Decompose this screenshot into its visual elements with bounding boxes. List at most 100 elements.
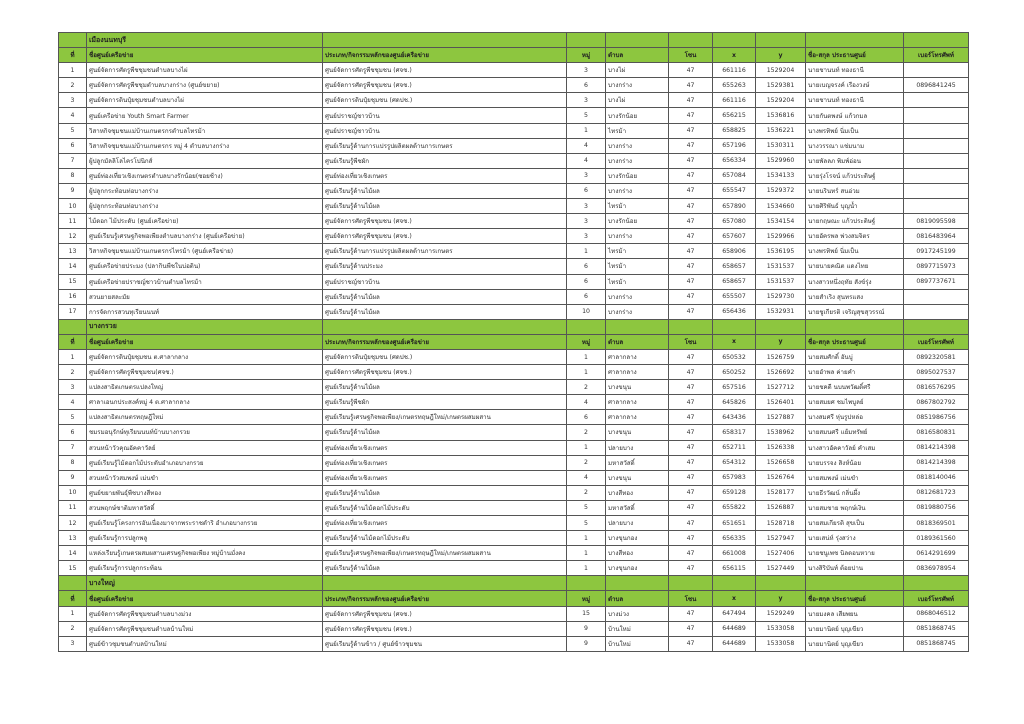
center-type-cell: ศูนย์จัดการศัตรูพืชชุมชน (ศจช.) (322, 213, 567, 230)
phone-cell: 0819880756 (903, 499, 969, 517)
chairperson-cell: นายธีรวัฒน์ กลิ่นผึ้ง (805, 484, 904, 501)
coord-y-cell: 1529960 (755, 152, 806, 169)
phone-cell: 0812681723 (903, 484, 969, 501)
phone-cell: 0897715973 (903, 258, 969, 275)
zone-cell: 47 (668, 530, 713, 547)
coord-y-cell: 1526887 (755, 499, 806, 517)
section-title: บางกรวย (86, 318, 323, 335)
subdistrict-cell: บางขนุน (605, 379, 669, 396)
village-no-cell: 5 (566, 107, 606, 124)
subdistrict-cell: บางกร่าง (605, 228, 669, 245)
empty-cell (566, 31, 606, 49)
zone-cell: 47 (668, 484, 713, 501)
header-row: ที่ ชื่อศูนย์เครือข่าย ประเภท/กิจกรรมหลักข… (58, 590, 969, 607)
chairperson-cell: นายสมพงษ์ เม่นขำ (805, 469, 904, 486)
center-type-cell: ศูนย์เรียนรู้ด้านการแปรรูปผลิตผลด้านการเ… (322, 243, 567, 260)
row-number-cell: 9 (58, 182, 87, 200)
row-number-cell: 1 (58, 605, 87, 622)
coord-y-cell: 1536195 (755, 243, 806, 260)
header-subdistrict: ตำบล (605, 333, 669, 350)
empty-cell (566, 318, 606, 335)
village-no-cell: 2 (566, 484, 606, 501)
phone-cell: 0819095598 (903, 213, 969, 230)
phone-cell (903, 303, 969, 320)
center-type-cell: ศูนย์เรียนรู้ด้านไม้ผล (322, 424, 567, 441)
table-row: 11 สวนพฤกษ์ชาติมหาสวัสดิ์ ศูนย์เรียนรู้ด้า… (58, 499, 969, 517)
header-zone: โซน (668, 590, 713, 607)
phone-cell: 0816483964 (903, 228, 969, 245)
empty-cell (712, 318, 756, 335)
row-number-cell: 12 (58, 228, 87, 245)
coord-x-cell: 647494 (712, 605, 756, 622)
header-row: ที่ ชื่อศูนย์เครือข่าย ประเภท/กิจกรรมหลักข… (58, 47, 969, 64)
coord-x-cell: 652711 (712, 439, 756, 456)
table-row: 7 สวนหน้าวัวคุณอัคคาวัลย์ ศูนย์ท่องเที่ยวเ… (58, 439, 969, 456)
row-number-cell: 6 (58, 137, 87, 154)
chairperson-cell: นายชูเกียรติ เจริญสุขสุวรรณ์ (805, 303, 904, 320)
coord-x-cell: 644689 (712, 635, 756, 652)
subdistrict-cell: ปลายบาง (605, 514, 669, 532)
chairperson-cell: นายศิริพันธ์ บุญน้ำ (805, 198, 904, 215)
table-row: 13 ศูนย์เรียนรู้การปลูกพลู ศูนย์เรียนรู้ด้… (58, 530, 969, 547)
center-type-cell: ศูนย์จัดการศัตรูพืชชุมชน (ศจช.) (322, 605, 567, 622)
phone-cell (903, 62, 969, 79)
section-title-row: บางกรวย (58, 318, 969, 335)
subdistrict-cell: บางสีทอง (605, 484, 669, 501)
empty-cell (805, 318, 904, 335)
coord-x-cell: 658317 (712, 424, 756, 441)
empty-cell (712, 575, 756, 592)
chairperson-cell: นายกฤษณะ แก้วประดิษฐ์ (805, 213, 904, 230)
village-no-cell: 2 (566, 454, 606, 471)
coord-y-cell: 1529249 (755, 605, 806, 622)
table-row: 2 ศูนย์จัดการศัตรูพืชชุมชนตำบลบ้านใหม่ ศูน… (58, 620, 969, 637)
coord-x-cell: 650532 (712, 348, 756, 366)
zone-cell: 47 (668, 514, 713, 532)
village-no-cell: 1 (566, 560, 606, 577)
zone-cell: 47 (668, 499, 713, 517)
village-no-cell: 2 (566, 379, 606, 396)
table-row: 9 ผู้ปลูกกระท้อนท่อบางกร่าง ศูนย์เรียนรู้ด… (58, 182, 969, 200)
subdistrict-cell: บางกร่าง (605, 152, 669, 169)
coord-y-cell: 1529381 (755, 77, 806, 94)
coord-x-cell: 657516 (712, 379, 756, 396)
coord-y-cell: 1527449 (755, 560, 806, 577)
phone-cell (903, 122, 969, 139)
subdistrict-cell: บ้านใหม่ (605, 620, 669, 637)
phone-cell (903, 167, 969, 184)
empty-cell (58, 575, 87, 592)
zone-cell: 47 (668, 379, 713, 396)
row-number-cell: 5 (58, 409, 87, 426)
zone-cell: 47 (668, 107, 713, 124)
chairperson-cell: นายรุ่งโรจน์ แก้วประดิษฐ์ (805, 167, 904, 184)
zone-cell: 47 (668, 469, 713, 486)
phone-cell: 0851868745 (903, 635, 969, 652)
header-coord-x: x (712, 47, 756, 64)
coord-x-cell: 661008 (712, 545, 756, 562)
village-no-cell: 15 (566, 605, 606, 622)
coord-x-cell: 654312 (712, 454, 756, 471)
empty-cell (605, 31, 669, 49)
empty-cell (668, 318, 713, 335)
coord-y-cell: 1526759 (755, 348, 806, 366)
zone-cell: 47 (668, 560, 713, 577)
zone-cell: 47 (668, 243, 713, 260)
subdistrict-cell: ศาลากลาง (605, 409, 669, 426)
phone-cell: 0614291699 (903, 545, 969, 562)
village-no-cell: 3 (566, 213, 606, 230)
section-title-row: บางใหญ่ (58, 575, 969, 592)
header-zone: โซน (668, 47, 713, 64)
header-center-name: ชื่อศูนย์เครือข่าย (86, 590, 323, 607)
table-row: 15 ศูนย์เรียนรู้การปลูกกระท้อน ศูนย์เรียนร… (58, 560, 969, 577)
header-phone: เบอร์โทรศัพท์ (903, 333, 969, 350)
subdistrict-cell: บางขนุน (605, 469, 669, 486)
row-number-cell: 7 (58, 439, 87, 456)
table-row: 3 แปลงสาธิตเกษตรแปลงใหญ่ ศูนย์เรียนรู้ด้าน… (58, 379, 969, 396)
subdistrict-cell: ไทรม้า (605, 243, 669, 260)
empty-cell (566, 575, 606, 592)
phone-cell: 0897737671 (903, 273, 969, 290)
chairperson-cell: นายบรรจง สิงห์น้อย (805, 454, 904, 471)
zone-cell: 47 (668, 605, 713, 622)
row-number-cell: 14 (58, 258, 87, 275)
header-phone: เบอร์โทรศัพท์ (903, 590, 969, 607)
phone-cell: 0818369501 (903, 514, 969, 532)
